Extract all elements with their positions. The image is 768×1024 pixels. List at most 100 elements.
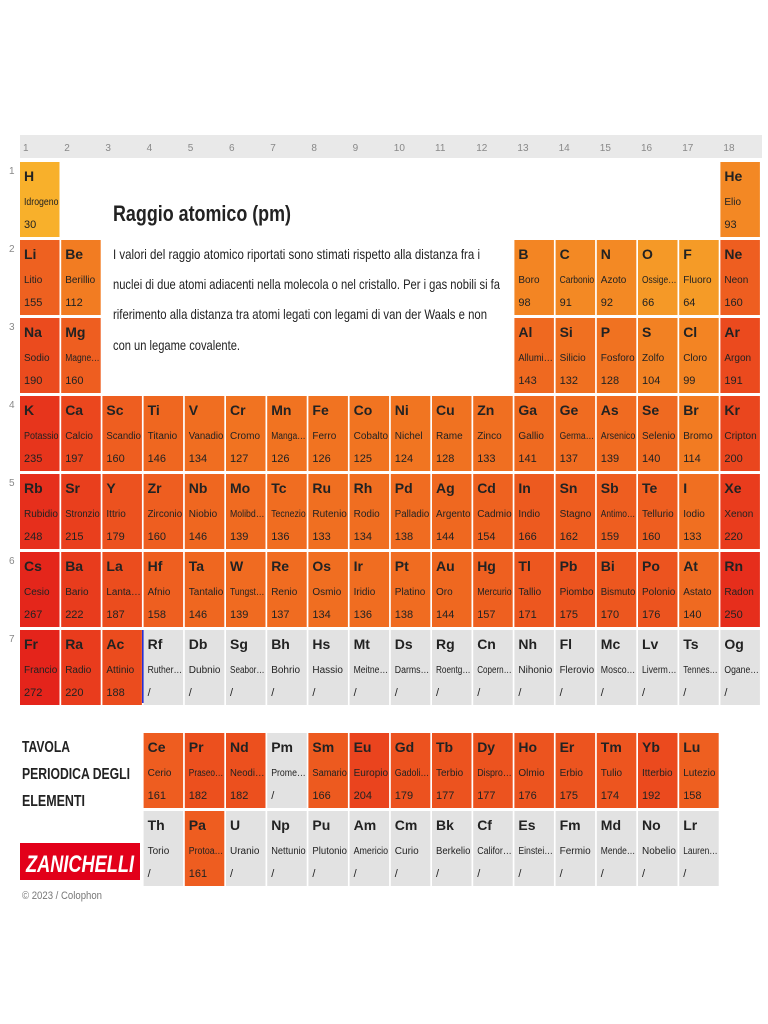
group-header-band — [20, 135, 762, 158]
element-radius: 220 — [724, 531, 742, 543]
period-number: 4 — [9, 400, 15, 411]
element-cell — [390, 396, 431, 471]
group-number: 14 — [559, 143, 571, 154]
element-cell — [390, 630, 431, 705]
element-symbol: Pr — [189, 739, 204, 755]
element-symbol: Am — [354, 817, 377, 833]
element-symbol: Ni — [395, 402, 409, 418]
element-radius: / — [271, 687, 275, 699]
element-radius: 272 — [24, 687, 42, 699]
element-symbol: Gd — [395, 739, 414, 755]
brand-box — [20, 843, 140, 880]
element-radius: 176 — [518, 790, 536, 802]
group-number: 8 — [311, 143, 317, 154]
element-cell — [638, 240, 678, 315]
element-radius: 64 — [683, 297, 695, 309]
element-name: Rodio — [354, 509, 381, 520]
element-radius: / — [560, 687, 564, 699]
period-number: 6 — [9, 556, 15, 567]
element-name: Bohrio — [271, 665, 300, 676]
element-symbol: Ag — [436, 480, 455, 496]
element-radius: 174 — [601, 790, 619, 802]
element-symbol: Bh — [271, 636, 290, 652]
element-radius: 267 — [24, 609, 42, 621]
element-cell — [308, 552, 348, 627]
element-cell — [473, 733, 513, 808]
element-cell — [61, 240, 101, 315]
element-name: Xenon — [724, 509, 753, 520]
element-radius: 139 — [601, 453, 619, 465]
element-radius: 104 — [642, 375, 660, 387]
group-number: 4 — [147, 143, 153, 154]
element-radius: 140 — [642, 453, 660, 465]
element-radius: / — [683, 687, 687, 699]
element-name: Radio — [65, 665, 92, 676]
element-radius: / — [477, 868, 481, 880]
element-symbol: Fe — [312, 402, 329, 418]
element-radius: / — [189, 687, 193, 699]
group-number: 11 — [435, 143, 446, 154]
element-name: Oro — [436, 587, 453, 598]
element-radius: 143 — [518, 375, 536, 387]
element-symbol: Ca — [65, 402, 83, 418]
element-radius: 126 — [271, 453, 289, 465]
element-symbol: Fl — [560, 636, 572, 652]
element-radius: 158 — [683, 790, 701, 802]
element-radius: / — [477, 687, 481, 699]
group-number: 10 — [394, 143, 406, 154]
element-cell — [226, 552, 266, 627]
element-name: Ossige… — [642, 275, 677, 286]
element-name: Osmio — [312, 587, 341, 598]
element-name: Allumi… — [518, 353, 553, 364]
element-symbol: Np — [271, 817, 290, 833]
info-description: riferimento alla distanza tra atomi lega… — [113, 306, 487, 322]
element-cell — [349, 474, 390, 549]
element-name: Curio — [395, 846, 419, 857]
element-cell — [143, 474, 184, 549]
element-name: Bismuto — [601, 587, 636, 598]
element-symbol: Cm — [395, 817, 418, 833]
element-name: Prome… — [271, 768, 306, 779]
element-symbol: Dy — [477, 739, 495, 755]
element-cell — [555, 474, 596, 549]
element-name: Iridio — [354, 587, 376, 598]
element-symbol: Rf — [148, 636, 163, 652]
element-name: Lutezio — [683, 768, 716, 779]
element-name: Roentg… — [436, 665, 471, 676]
element-symbol: Hf — [148, 558, 163, 574]
element-radius: / — [395, 687, 399, 699]
element-symbol: He — [724, 168, 742, 184]
element-symbol: Ar — [724, 324, 740, 340]
element-name: Potassio — [24, 431, 59, 442]
element-cell — [596, 811, 637, 886]
element-name: Indio — [518, 509, 540, 520]
element-name: Fermio — [560, 846, 592, 857]
element-name: Dubnio — [189, 665, 221, 676]
element-radius: 30 — [24, 219, 36, 231]
element-symbol: Th — [148, 817, 165, 833]
element-cell — [349, 811, 390, 886]
element-radius: 133 — [312, 531, 330, 543]
element-radius: 192 — [642, 790, 660, 802]
element-cell — [720, 162, 760, 237]
element-name: Renio — [271, 587, 298, 598]
element-name: Polonio — [642, 587, 676, 598]
element-symbol: Mg — [65, 324, 85, 340]
element-radius: 138 — [395, 609, 413, 621]
element-cell — [61, 318, 101, 393]
footer: © 2023 / Colophon — [22, 890, 102, 902]
element-cell — [432, 811, 472, 886]
element-name: Liverm… — [642, 665, 677, 676]
element-symbol: Ge — [560, 402, 579, 418]
element-cell — [514, 811, 554, 886]
element-symbol: Mt — [354, 636, 371, 652]
element-radius: 179 — [395, 790, 413, 802]
element-name: Berillio — [65, 275, 95, 286]
brand-name: ZANICHELLI — [25, 851, 135, 878]
element-cell — [596, 396, 637, 471]
element-cell — [638, 630, 678, 705]
element-cell — [473, 811, 513, 886]
element-cell — [638, 396, 678, 471]
element-radius: 139 — [230, 609, 248, 621]
element-symbol: Bi — [601, 558, 615, 574]
